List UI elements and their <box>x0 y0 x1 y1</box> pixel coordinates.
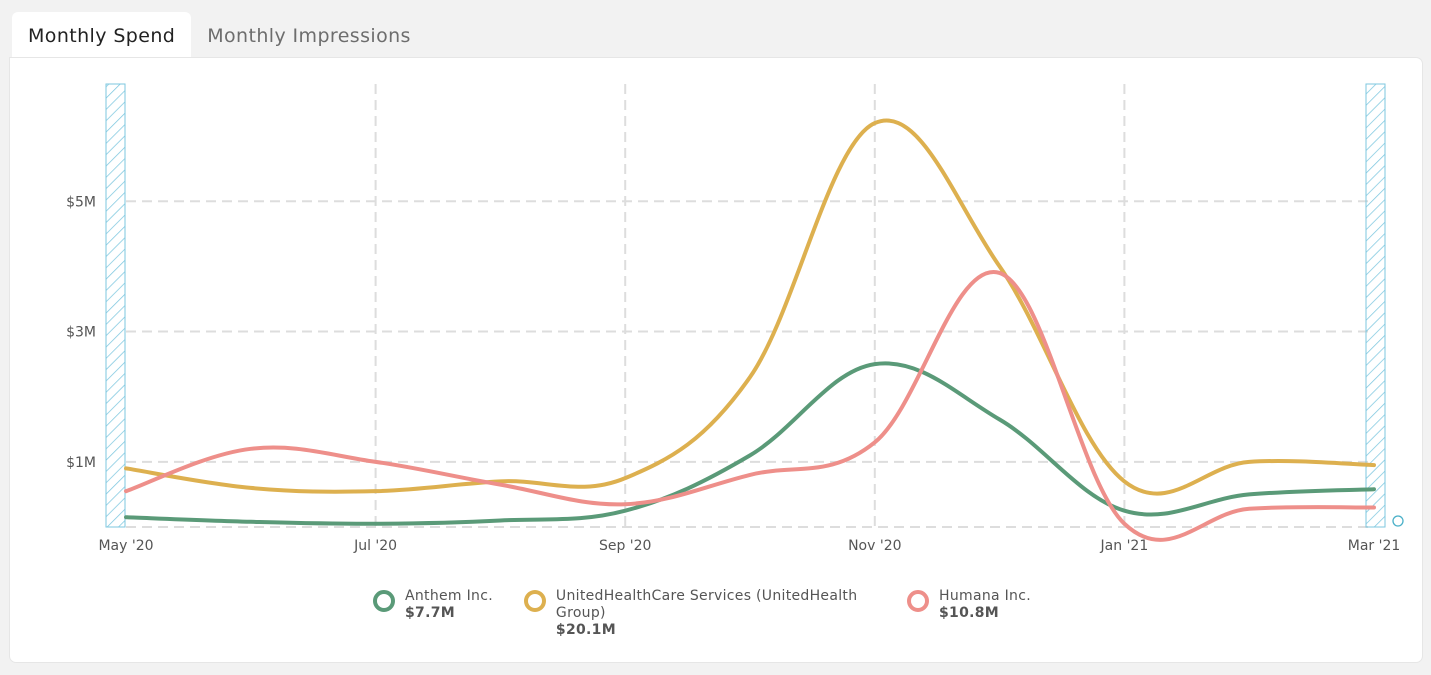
x-tick-label: Jan '21 <box>1100 538 1149 554</box>
legend-item-anthem[interactable]: Anthem Inc. $7.7M <box>373 588 493 622</box>
tab-bar: Monthly Spend Monthly Impressions <box>12 12 427 60</box>
y-tick-label: $5M <box>66 194 96 210</box>
chart-card <box>10 58 1422 662</box>
legend-series-name: UnitedHealthCare Services (UnitedHealth … <box>555 588 858 621</box>
tab-monthly-spend[interactable]: Monthly Spend <box>12 12 192 60</box>
legend-series-name: Anthem Inc. <box>405 588 493 604</box>
partial-period-band-end <box>1365 83 1386 528</box>
legend-series-total: $10.8M <box>939 605 1000 621</box>
x-tick-label: Mar '21 <box>1348 538 1401 554</box>
y-tick-label: $3M <box>66 325 96 341</box>
series-line-humana[interactable] <box>124 269 1376 542</box>
info-icon[interactable] <box>1392 515 1404 527</box>
series-line-anthem[interactable] <box>124 361 1376 526</box>
x-tick-label: Sep '20 <box>599 538 652 554</box>
series-line-unitedhealthcare[interactable] <box>124 118 1376 496</box>
legend-item-humana[interactable]: Humana Inc. $10.8M <box>907 588 1031 622</box>
chart-legend: Anthem Inc. $7.7M UnitedHealthCare Servi… <box>0 588 1431 648</box>
legend-series-name: Humana Inc. <box>939 588 1031 604</box>
legend-marker-icon <box>373 590 395 612</box>
tab-monthly-impressions[interactable]: Monthly Impressions <box>207 25 411 47</box>
legend-marker-icon <box>524 590 546 612</box>
legend-item-unitedhealthcare[interactable]: UnitedHealthCare Services (UnitedHealth … <box>524 588 874 639</box>
legend-series-total: $7.7M <box>405 605 455 621</box>
legend-marker-icon <box>907 590 929 612</box>
legend-series-total: $20.1M <box>555 622 616 638</box>
y-tick-label: $1M <box>66 455 96 471</box>
x-tick-label: May '20 <box>98 538 153 554</box>
x-tick-label: Nov '20 <box>848 538 901 554</box>
x-tick-label: Jul '20 <box>353 538 397 554</box>
partial-period-band-start <box>105 83 126 528</box>
